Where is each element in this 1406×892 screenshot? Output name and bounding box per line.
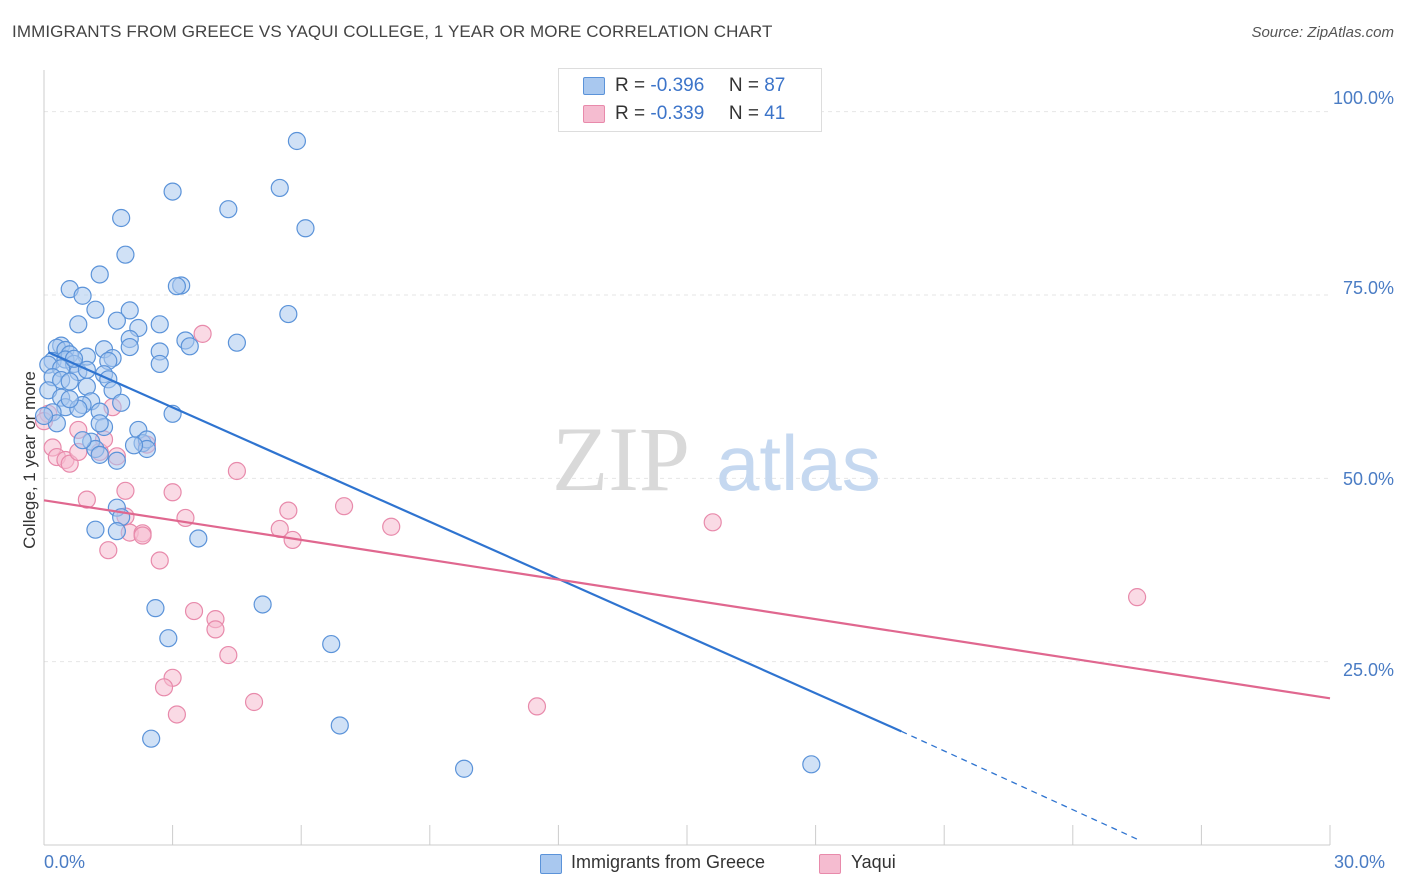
chart-title: IMMIGRANTS FROM GREECE VS YAQUI COLLEGE,…	[12, 22, 773, 41]
yaqui-point-25	[279, 501, 298, 520]
x-tick-label-min: 0.0%	[44, 852, 86, 872]
legend-n-label: N =	[728, 103, 759, 124]
greece-point-2	[163, 182, 182, 201]
legend-r-label: R =	[615, 103, 646, 124]
x-tick-label-max: 30.0%	[1334, 852, 1386, 872]
yaqui-point-37	[154, 678, 174, 697]
greece-trend-extension	[901, 730, 1138, 840]
greece-trend-line	[47, 351, 902, 733]
greece-point-13	[120, 301, 139, 320]
legend-r-label: R =	[615, 75, 646, 96]
legend-row-yaqui: R = -0.339 N = 41	[615, 103, 785, 125]
greece-point-50	[112, 393, 131, 412]
y-tick-label-50: 50.0%	[1342, 469, 1394, 489]
greece-point-4	[296, 219, 315, 238]
stats-legend: R = -0.396 N = 87 R = -0.339 N = 41	[558, 68, 822, 132]
yaqui-point-35	[219, 645, 238, 665]
greece-point-83	[60, 390, 79, 409]
greece-point-79	[802, 755, 821, 774]
greece-point-22	[227, 333, 246, 352]
greece-point-7	[90, 265, 109, 284]
greece-point-66	[107, 451, 126, 470]
greece-point-72	[146, 599, 165, 618]
greece-point-16	[107, 311, 126, 330]
yaqui-point-15	[163, 483, 182, 502]
greece-point-3	[219, 200, 238, 219]
greece-point-0	[287, 131, 307, 151]
y-axis-label: College, 1 year or more	[20, 371, 39, 549]
greece-points	[34, 131, 821, 778]
greece-point-5	[112, 208, 131, 228]
greece-point-11	[167, 277, 186, 296]
greece-point-76	[142, 729, 161, 748]
greece-point-71	[189, 529, 208, 548]
yaqui-point-30	[703, 513, 722, 532]
legend-row-greece: R = -0.396 N = 87	[615, 75, 785, 97]
yaqui-point-24	[150, 551, 169, 570]
watermark-atlas: atlas	[716, 419, 881, 507]
yaqui-point-32	[184, 601, 204, 621]
bottom-legend-greece: Immigrants from Greece	[571, 852, 766, 872]
bottom-legend-swatch-yaqui	[819, 854, 841, 874]
bottom-legend-yaqui: Yaqui	[851, 852, 896, 872]
axes	[43, 70, 1331, 846]
greece-point-73	[253, 595, 272, 614]
yaqui-point-40	[527, 697, 547, 716]
greece-point-43	[60, 372, 79, 391]
grid-lines	[44, 111, 1330, 663]
yaqui-point-14	[116, 481, 135, 500]
yaqui-point-13	[77, 490, 96, 509]
greece-point-14	[279, 304, 298, 324]
y-tick-label-75: 75.0%	[1342, 278, 1394, 298]
yaqui-point-26	[334, 497, 354, 516]
greece-point-69	[86, 520, 105, 539]
trend-lines	[43, 351, 1331, 840]
yaqui-point-29	[382, 517, 401, 536]
watermark-zip: ZIP	[552, 408, 690, 510]
legend-n-value: 41	[764, 103, 786, 124]
yaqui-point-22	[133, 526, 152, 545]
yaqui-point-16	[227, 461, 246, 481]
legend-r-value: -0.339	[650, 103, 705, 124]
greece-point-1	[270, 178, 289, 198]
greece-point-75	[322, 634, 341, 654]
greece-point-74	[159, 629, 178, 648]
bottom-legend-swatch-greece	[540, 854, 562, 874]
greece-point-9	[73, 286, 92, 305]
legend-swatch-greece	[583, 77, 605, 95]
watermark: ZIP atlas	[552, 408, 881, 510]
yaqui-trend-line	[43, 499, 1331, 700]
greece-point-12	[86, 300, 105, 319]
greece-point-27	[120, 337, 139, 357]
yaqui-point-31	[1127, 588, 1147, 607]
legend-n-value: 87	[764, 75, 786, 96]
legend-r-value: -0.396	[650, 75, 705, 96]
yaqui-point-17	[193, 324, 212, 343]
greece-point-80	[34, 406, 54, 426]
yaqui-point-34	[206, 620, 225, 639]
greece-point-6	[116, 245, 135, 264]
greece-point-86	[73, 431, 92, 450]
yaqui-point-38	[167, 705, 186, 724]
greece-point-36	[150, 354, 169, 374]
chart-source: Source: ZipAtlas.com	[1251, 24, 1394, 41]
greece-point-77	[330, 716, 349, 735]
greece-point-15	[69, 315, 88, 334]
greece-point-78	[454, 759, 474, 778]
greece-point-84	[124, 436, 144, 455]
greece-point-70	[107, 522, 126, 541]
greece-point-21	[180, 337, 199, 356]
legend-swatch-yaqui	[583, 105, 605, 123]
yaqui-point-39	[244, 692, 264, 712]
legend-n-label: N =	[728, 75, 759, 96]
greece-point-85	[90, 414, 109, 433]
y-tick-label-100: 100.0%	[1332, 88, 1394, 108]
greece-point-65	[90, 445, 109, 464]
yaqui-point-23	[99, 541, 118, 560]
greece-point-18	[150, 315, 169, 334]
y-tick-label-25: 25.0%	[1342, 660, 1394, 680]
